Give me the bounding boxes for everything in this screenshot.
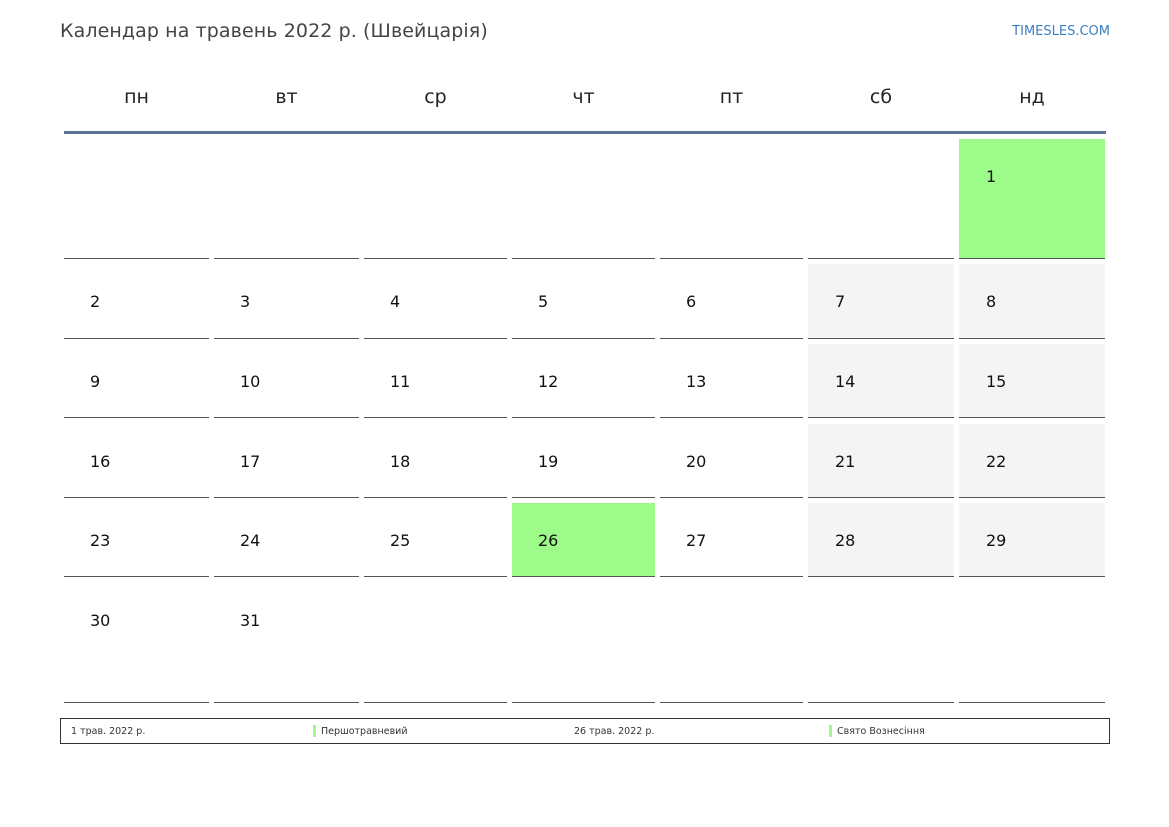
day-number: 21 (835, 452, 856, 471)
day-number: 15 (986, 372, 1007, 391)
legend-name-1: Першотравневий (321, 726, 408, 737)
day-number: 13 (686, 372, 707, 391)
day-number: 27 (686, 531, 707, 550)
empty-day-cell (660, 139, 803, 259)
day-number: 3 (240, 292, 251, 311)
day-number: 16 (90, 452, 111, 471)
day-number: 19 (538, 452, 559, 471)
day-cell[interactable]: 15 (959, 344, 1105, 418)
legend-mark-2 (829, 725, 832, 737)
day-number: 18 (390, 452, 411, 471)
day-cell[interactable]: 14 (808, 344, 954, 418)
day-number: 11 (390, 372, 411, 391)
header-rule (64, 131, 1106, 134)
day-cell[interactable]: 23 (64, 503, 209, 577)
day-cell[interactable]: 25 (364, 503, 507, 577)
empty-day-cell (64, 139, 209, 259)
day-cell[interactable]: 27 (660, 503, 803, 577)
empty-day-cell (512, 583, 655, 703)
day-cell[interactable]: 20 (660, 424, 803, 498)
day-number: 1 (986, 167, 997, 186)
day-number: 20 (686, 452, 707, 471)
day-cell[interactable]: 4 (364, 264, 507, 339)
day-cell[interactable]: 31 (214, 583, 359, 703)
day-number: 24 (240, 531, 261, 550)
day-number: 12 (538, 372, 559, 391)
day-number: 23 (90, 531, 111, 550)
day-number: 30 (90, 611, 111, 630)
day-cell[interactable]: 26 (512, 503, 655, 577)
weekday-label: нд (1019, 86, 1045, 108)
empty-day-cell (364, 139, 507, 259)
day-cell[interactable]: 18 (364, 424, 507, 498)
day-number: 7 (835, 292, 846, 311)
site-link[interactable]: TIMESLES.COM (1012, 24, 1110, 39)
day-number: 4 (390, 292, 401, 311)
empty-day-cell (512, 139, 655, 259)
weekday-label: вт (275, 86, 298, 108)
day-cell[interactable]: 22 (959, 424, 1105, 498)
legend-name-2: Свято Вознесіння (837, 726, 925, 737)
day-cell[interactable]: 17 (214, 424, 359, 498)
day-cell[interactable]: 3 (214, 264, 359, 339)
day-cell[interactable]: 6 (660, 264, 803, 339)
day-cell[interactable]: 13 (660, 344, 803, 418)
day-number: 22 (986, 452, 1007, 471)
day-cell[interactable]: 29 (959, 503, 1105, 577)
day-cell[interactable]: 12 (512, 344, 655, 418)
day-number: 29 (986, 531, 1007, 550)
weekday-label: пт (719, 86, 744, 108)
day-number: 6 (686, 292, 697, 311)
day-cell[interactable]: 9 (64, 344, 209, 418)
day-cell[interactable]: 28 (808, 503, 954, 577)
day-number: 10 (240, 372, 261, 391)
empty-day-cell (808, 139, 954, 259)
legend-date-1: 1 трав. 2022 р. (71, 726, 146, 737)
day-number: 8 (986, 292, 997, 311)
day-cell[interactable]: 19 (512, 424, 655, 498)
day-number: 26 (538, 531, 559, 550)
weekday-label: ср (424, 86, 447, 108)
page-title: Календар на травень 2022 р. (Швейцарія) (60, 20, 488, 42)
day-number: 25 (390, 531, 411, 550)
day-cell[interactable]: 11 (364, 344, 507, 418)
day-number: 31 (240, 611, 261, 630)
legend-mark-1 (313, 725, 316, 737)
holiday-legend: 1 трав. 2022 р. Першотравневий 26 трав. … (60, 718, 1110, 744)
empty-day-cell (364, 583, 507, 703)
day-number: 9 (90, 372, 101, 391)
day-number: 2 (90, 292, 101, 311)
day-cell[interactable]: 21 (808, 424, 954, 498)
day-cell[interactable]: 5 (512, 264, 655, 339)
day-number: 28 (835, 531, 856, 550)
day-number: 14 (835, 372, 856, 391)
day-cell[interactable]: 24 (214, 503, 359, 577)
day-number: 5 (538, 292, 549, 311)
day-cell[interactable]: 16 (64, 424, 209, 498)
day-cell[interactable]: 1 (959, 139, 1105, 259)
day-cell[interactable]: 2 (64, 264, 209, 339)
weekday-label: чт (572, 86, 595, 108)
empty-day-cell (660, 583, 803, 703)
day-cell[interactable]: 30 (64, 583, 209, 703)
day-cell[interactable]: 10 (214, 344, 359, 418)
empty-day-cell (214, 139, 359, 259)
weekday-label: сб (869, 86, 893, 108)
day-cell[interactable]: 8 (959, 264, 1105, 339)
legend-date-2: 26 трав. 2022 р. (574, 726, 655, 737)
empty-day-cell (808, 583, 954, 703)
weekday-label: пн (124, 86, 149, 108)
empty-day-cell (959, 583, 1105, 703)
day-number: 17 (240, 452, 261, 471)
day-cell[interactable]: 7 (808, 264, 954, 339)
